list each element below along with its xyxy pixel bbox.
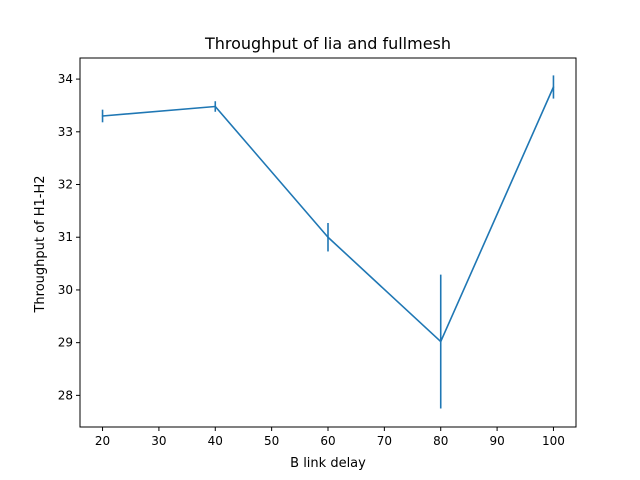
chart-title: Throughput of lia and fullmesh <box>204 34 451 53</box>
x-axis-label: B link delay <box>290 456 366 471</box>
plot-area: 20 30 40 50 60 70 80 90 100 28 29 30 31 32 33 34 <box>58 57 577 448</box>
x-tick-label: 40 <box>208 434 223 448</box>
y-tick-label: 32 <box>58 178 73 192</box>
x-tick-label: 70 <box>377 434 392 448</box>
data-point <box>552 86 555 88</box>
x-tick-label: 20 <box>95 434 110 448</box>
y-tick-label: 30 <box>58 283 73 297</box>
x-tick-label: 100 <box>542 434 565 448</box>
y-tick-label: 29 <box>58 336 73 350</box>
data-point <box>101 115 104 117</box>
x-tick-label: 90 <box>489 434 504 448</box>
y-axis-label: Throughput of H1-H2 <box>33 175 48 313</box>
y-tick-label: 33 <box>58 125 73 139</box>
x-tick-label: 60 <box>320 434 335 448</box>
data-point <box>327 236 329 239</box>
y-tick-label: 34 <box>58 72 73 86</box>
data-point <box>214 105 217 108</box>
data-point <box>439 340 442 343</box>
y-tick-label: 31 <box>58 230 73 244</box>
x-tick-label: 80 <box>433 434 448 448</box>
x-tick-label: 50 <box>264 434 279 448</box>
x-tick-label: 30 <box>151 434 166 448</box>
y-tick-label: 28 <box>58 388 73 402</box>
